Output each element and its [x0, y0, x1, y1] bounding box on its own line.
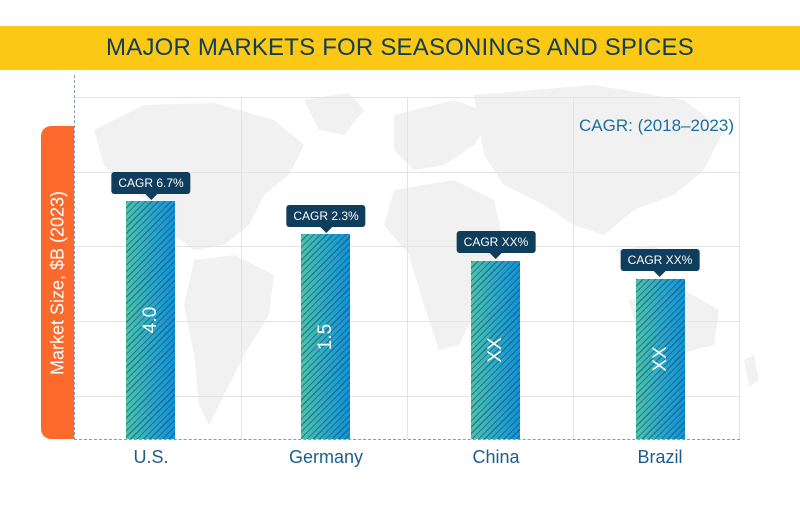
gridline-vertical	[407, 97, 408, 439]
bar-germany: 1.5	[301, 234, 350, 439]
bar-brazil: XX	[636, 279, 685, 439]
bar-value-label: XX	[484, 337, 506, 363]
y-axis-label-box: Market Size, $B (2023)	[41, 126, 74, 439]
bar-value-label: 1.5	[314, 323, 336, 350]
x-label-brazil: Brazil	[637, 447, 683, 467]
cagr-tooltip-us: CAGR 6.7%	[111, 172, 191, 194]
cagr-tooltip-germany: CAGR 2.3%	[286, 205, 366, 227]
chart-title: MAJOR MARKETS FOR SEASONINGS AND SPICES	[106, 34, 694, 61]
y-axis	[74, 75, 75, 440]
bar-us: 4.0	[126, 201, 175, 439]
x-label-china: China	[472, 447, 520, 467]
cagr-tooltip-brazil: CAGR XX%	[620, 249, 700, 271]
title-banner: MAJOR MARKETS FOR SEASONINGS AND SPICES	[0, 26, 800, 70]
bar-china: XX	[471, 261, 520, 439]
cagr-tooltip-china: CAGR XX%	[456, 231, 536, 253]
plot-area	[74, 75, 740, 439]
gridline-vertical	[573, 97, 574, 439]
y-axis-label: Market Size, $B (2023)	[47, 190, 67, 375]
gridline-vertical	[241, 97, 242, 439]
bar-value-label: XX	[649, 346, 671, 372]
x-label-germany: Germany	[288, 447, 364, 467]
bar-value-label: 4.0	[139, 306, 161, 334]
x-axis	[74, 439, 740, 440]
gridline-vertical	[739, 97, 740, 439]
x-label-us: U.S.	[133, 447, 169, 467]
cagr-period-note: CAGR: (2018–2023)	[579, 116, 734, 135]
